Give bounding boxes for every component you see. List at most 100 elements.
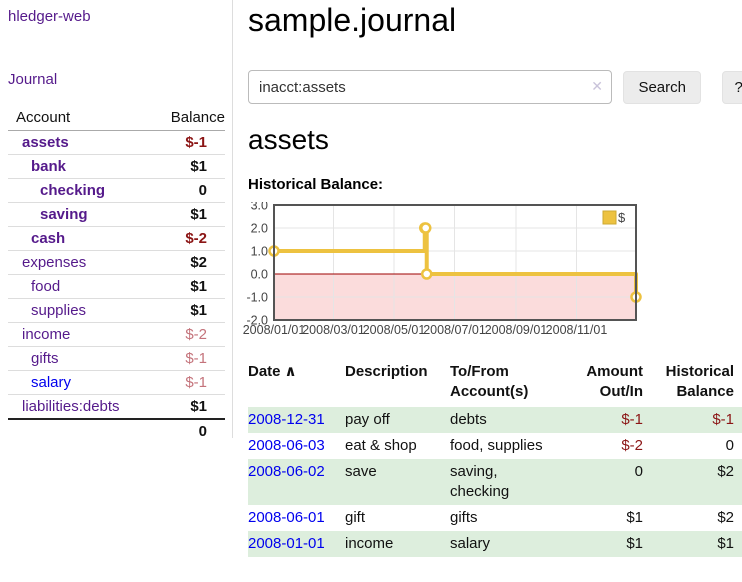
- account-balance: $1: [147, 202, 225, 227]
- transaction-accounts: gifts: [450, 509, 478, 526]
- account-link[interactable]: saving: [40, 206, 88, 223]
- transaction-description: save: [345, 463, 377, 480]
- account-row: liabilities:debts $1: [8, 394, 225, 419]
- svg-text:2008/07/01: 2008/07/01: [423, 323, 486, 337]
- app-brand-link[interactable]: hledger-web: [8, 8, 91, 25]
- account-balance: $1: [147, 274, 225, 299]
- transaction-date-link[interactable]: 2008-06-01: [248, 509, 325, 526]
- account-row: cash $-2: [8, 226, 225, 251]
- transaction-row: 2008-06-03 eat & shop food, supplies $-2…: [248, 433, 742, 459]
- transaction-row: 2008-06-02 save saving, checking 0 $2: [248, 459, 742, 505]
- account-row: income $-2: [8, 322, 225, 347]
- transaction-balance: $-1: [712, 411, 734, 428]
- account-link[interactable]: liabilities:debts: [22, 398, 120, 415]
- transaction-row: 2008-12-31 pay off debts $-1 $-1: [248, 407, 742, 433]
- account-balance: $-1: [147, 346, 225, 371]
- transaction-row: 2008-06-01 gift gifts $1 $2: [248, 505, 742, 531]
- search-input-wrap: ✕: [248, 70, 612, 104]
- svg-text:2.0: 2.0: [251, 222, 268, 236]
- accounts-header-row: Account Balance: [8, 105, 225, 131]
- account-link[interactable]: cash: [31, 230, 66, 247]
- svg-text:$: $: [618, 210, 626, 225]
- transaction-date-link[interactable]: 2008-06-03: [248, 437, 325, 454]
- search-bar: ✕ Search ?: [248, 70, 742, 104]
- account-row: checking 0: [8, 178, 225, 203]
- account-balance: $1: [147, 394, 225, 419]
- transaction-date-link[interactable]: 2008-12-31: [248, 411, 325, 428]
- account-row: food $1: [8, 274, 225, 299]
- register-header-row: Date ∧ Description To/From Account(s) Amo…: [248, 358, 742, 407]
- register-col-accounts: To/From Account(s): [450, 363, 529, 400]
- register-col-amount: Amount Out/In: [586, 363, 643, 400]
- account-link[interactable]: assets: [22, 134, 69, 151]
- transaction-description: gift: [345, 509, 366, 526]
- account-link[interactable]: food: [31, 278, 61, 295]
- register-col-date-label: Date: [248, 363, 281, 380]
- account-link[interactable]: supplies: [31, 302, 87, 319]
- svg-text:2008/01/01: 2008/01/01: [243, 323, 306, 337]
- sidebar-item-journal[interactable]: Journal: [8, 71, 58, 88]
- svg-text:-2.0: -2.0: [246, 314, 268, 328]
- historical-balance-chart: $3.0 2.0 1.0 0.0 -1.0 -2.0 2008/01/01 2008/03/0…: [240, 202, 650, 344]
- svg-text:2008/11/01: 2008/11/01: [546, 323, 608, 337]
- transaction-balance: $1: [717, 535, 734, 552]
- accounts-table: Account Balance assets $-1 bank $1 check…: [8, 105, 225, 443]
- svg-text:2008/09/01: 2008/09/01: [485, 323, 548, 337]
- svg-text:1.0: 1.0: [251, 245, 268, 259]
- sidebar: hledger-web Journal Account Balance asse…: [0, 0, 233, 443]
- transaction-amount: $-2: [621, 437, 643, 454]
- account-row: expenses $2: [8, 250, 225, 275]
- transaction-row: 2008-01-01 income salary $1 $1: [248, 531, 742, 557]
- search-input[interactable]: [248, 70, 612, 104]
- account-row: saving $1: [8, 202, 225, 227]
- transaction-date-link[interactable]: 2008-06-02: [248, 463, 325, 480]
- account-link[interactable]: bank: [31, 158, 67, 175]
- transaction-balance: $2: [717, 509, 734, 526]
- account-balance: $-2: [147, 226, 225, 251]
- account-link[interactable]: checking: [40, 182, 106, 199]
- account-link[interactable]: gifts: [31, 350, 59, 367]
- sort-ascending-icon: ∧: [284, 363, 297, 380]
- svg-text:2008/05/01: 2008/05/01: [363, 323, 426, 337]
- accounts-total-row: 0: [8, 418, 225, 443]
- account-balance: $2: [147, 250, 225, 275]
- account-link[interactable]: expenses: [22, 254, 87, 271]
- register-col-balance: Historical Balance: [665, 363, 734, 400]
- account-balance: $1: [147, 154, 225, 179]
- accounts-col-balance: Balance: [147, 105, 225, 131]
- transaction-accounts: saving, checking: [450, 463, 510, 500]
- accounts-table-body: assets $-1 bank $1 checking 0 saving $1 …: [8, 131, 225, 419]
- register-table-body: 2008-12-31 pay off debts $-1 $-1 2008-06…: [248, 407, 742, 557]
- account-row: bank $1: [8, 154, 225, 179]
- transaction-accounts: salary: [450, 535, 491, 552]
- register-col-date[interactable]: Date ∧: [248, 358, 345, 407]
- accounts-total-value: 0: [147, 418, 225, 443]
- account-row: assets $-1: [8, 131, 225, 155]
- account-balance: 0: [147, 178, 225, 203]
- clear-search-icon[interactable]: ✕: [591, 78, 603, 94]
- search-button[interactable]: Search: [623, 70, 701, 104]
- account-row: supplies $1: [8, 298, 225, 323]
- transaction-description: pay off: [345, 411, 390, 428]
- register-table: Date ∧ Description To/From Account(s) Amo…: [248, 358, 742, 557]
- transaction-amount: 0: [634, 463, 643, 480]
- transaction-description: income: [345, 535, 394, 552]
- account-balance: $-1: [185, 134, 207, 151]
- transaction-date-link[interactable]: 2008-01-01: [248, 535, 325, 552]
- svg-text:0.0: 0.0: [251, 268, 268, 282]
- account-balance: $1: [147, 298, 225, 323]
- account-link[interactable]: income: [22, 326, 71, 343]
- transaction-amount: $1: [626, 509, 643, 526]
- account-balance: $-2: [147, 322, 225, 347]
- transaction-description: eat & shop: [345, 437, 417, 454]
- account-link[interactable]: salary: [31, 374, 72, 391]
- balance-chart-svg: $3.0 2.0 1.0 0.0 -1.0 -2.02008/01/012008/03/0…: [243, 202, 642, 337]
- svg-text:3.0: 3.0: [251, 202, 268, 213]
- register-col-description: Description: [345, 363, 428, 380]
- account-row: gifts $-1: [8, 346, 225, 371]
- help-button[interactable]: ?: [722, 70, 742, 104]
- transaction-amount: $-1: [621, 411, 643, 428]
- account-heading: assets: [248, 124, 329, 155]
- accounts-col-account: Account: [8, 105, 148, 131]
- transaction-balance: $2: [717, 463, 734, 480]
